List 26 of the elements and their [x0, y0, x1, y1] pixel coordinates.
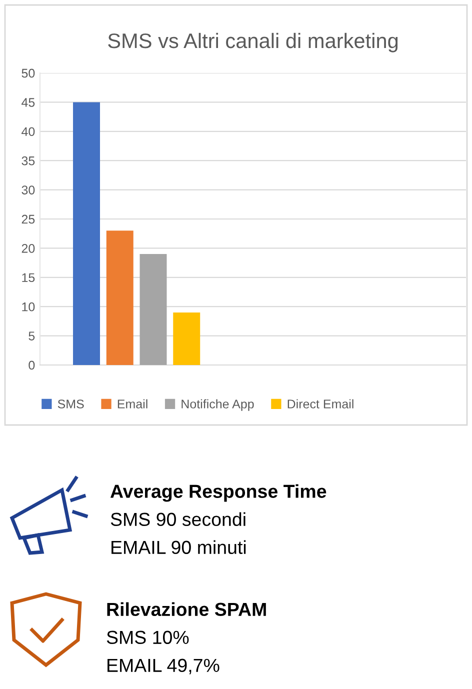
- y-tick-label: 25: [22, 214, 35, 224]
- y-tick-label: 40: [22, 127, 35, 136]
- legend-label: Direct Email: [288, 399, 354, 408]
- text: SMS 90 secondi: [110, 512, 246, 526]
- text: Average Response Time: [110, 484, 326, 502]
- y-tick-label: 15: [22, 273, 35, 282]
- y-tick-label: 50: [22, 68, 35, 78]
- y-tick-label: 20: [22, 244, 35, 253]
- y-tick-label: 30: [22, 186, 35, 194]
- text: EMAIL 49,7%: [108, 658, 220, 674]
- bar: [73, 102, 100, 365]
- text: EMAIL 90 minuti: [112, 540, 246, 554]
- legend-label: Email: [118, 399, 148, 408]
- y-tick-label: 10: [22, 302, 35, 312]
- legend-label: SMS: [58, 400, 84, 408]
- text: SMS 10%: [106, 630, 189, 644]
- bar: [173, 312, 200, 365]
- chart-title: SMS vs Altri canali di marketing: [108, 32, 398, 52]
- y-tick-label: 45: [22, 98, 35, 107]
- bar: [140, 254, 167, 365]
- legend-label: Notifiche App: [182, 399, 254, 411]
- text: Rilevazione SPAM: [107, 602, 266, 616]
- bar: [106, 230, 134, 365]
- y-tick-label: 35: [22, 156, 35, 166]
- y-tick-label: 5: [28, 332, 35, 340]
- y-tick-label: 0: [28, 360, 35, 370]
